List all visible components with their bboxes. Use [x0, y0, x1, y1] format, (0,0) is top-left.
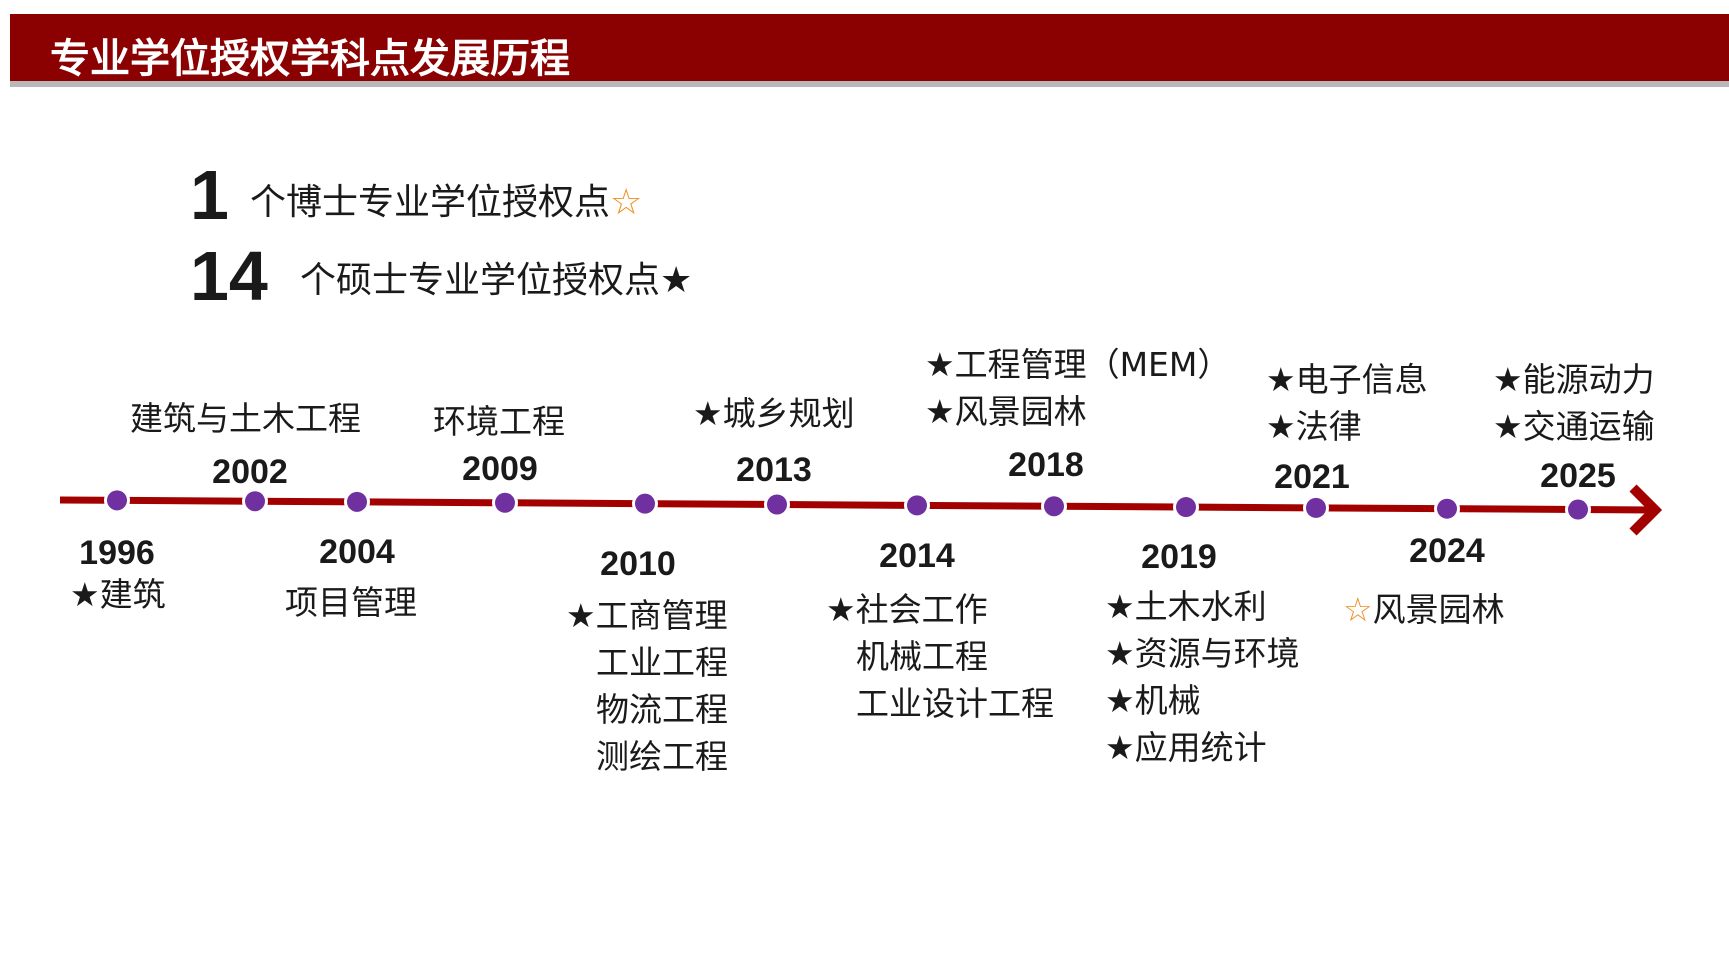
event-2019-item: ★应用统计	[1105, 728, 1267, 767]
year-2009: 2009	[462, 450, 538, 488]
phd-summary-text: 个博士专业学位授权点	[250, 182, 611, 223]
event-2019-item: ★机械	[1105, 681, 1201, 720]
timeline-dot-2021	[1306, 497, 1326, 518]
event-2010-item: 测绘工程	[596, 737, 728, 776]
event-2010-item: 物流工程	[596, 690, 728, 729]
timeline-dot-2014	[907, 495, 927, 516]
event-1996-item: ★建筑	[70, 575, 166, 614]
event-2024-item: ☆风景园林	[1343, 593, 1505, 626]
timeline-dot-2018	[1044, 496, 1064, 517]
event-2021-item: ★电子信息	[1266, 360, 1428, 399]
timeline-dots	[104, 487, 1591, 523]
event-2014-item: 工业设计工程	[856, 684, 1054, 723]
orange-star-icon: ☆	[1343, 590, 1373, 629]
timeline-dot-2004	[347, 491, 367, 512]
orange-star-icon: ☆	[610, 182, 643, 223]
event-2019-item: ★土木水利	[1105, 587, 1267, 626]
year-2018: 2018	[1008, 446, 1084, 484]
event-2002-item: 建筑与土木工程	[130, 399, 361, 438]
master-summary: 个硕士专业学位授权点★	[300, 263, 692, 299]
year-2002: 2002	[212, 453, 288, 491]
event-2019-list: ★土木水利 ★资源与环境 ★机械 ★应用统计	[1105, 583, 1300, 771]
event-2010-item: 工业工程	[596, 643, 728, 682]
event-2021-item: ★法律	[1266, 407, 1362, 446]
event-2024-label: 风景园林	[1372, 590, 1505, 629]
timeline-dot-2002	[245, 491, 265, 512]
black-star-icon: ★	[660, 260, 693, 301]
year-1996: 1996	[79, 534, 155, 572]
timeline-line	[59, 496, 1656, 514]
event-2004-item: 项目管理	[285, 583, 417, 622]
timeline-dot-2010	[635, 493, 655, 514]
event-2014-item: 机械工程	[856, 637, 988, 676]
year-2014: 2014	[879, 537, 955, 575]
event-2014-item: ★社会工作	[826, 590, 988, 629]
phd-summary: 个博士专业学位授权点☆	[250, 185, 642, 221]
master-count: 14	[190, 237, 268, 315]
event-2010-list: ★工商管理 工业工程 物流工程 测绘工程	[566, 592, 728, 780]
timeline-dot-2019	[1176, 497, 1196, 518]
year-2004: 2004	[319, 533, 395, 571]
timeline-dot-1996	[107, 490, 127, 511]
event-2021-list: ★电子信息 ★法律	[1266, 356, 1428, 450]
year-2019: 2019	[1141, 538, 1217, 576]
event-2010-item: ★工商管理	[566, 596, 728, 635]
timeline-dot-2024	[1437, 498, 1457, 519]
header-bar: 专业学位授权学科点发展历程	[10, 14, 1729, 87]
year-2024: 2024	[1409, 532, 1485, 570]
timeline-dot-2009	[495, 492, 515, 513]
event-2025-item: ★能源动力	[1493, 360, 1655, 399]
event-2025-list: ★能源动力 ★交通运输	[1493, 356, 1655, 450]
event-2019-item: ★资源与环境	[1105, 634, 1300, 673]
event-2018-list: ★工程管理（MEM） ★风景园林	[925, 341, 1230, 435]
master-summary-text: 个硕士专业学位授权点	[300, 260, 661, 301]
arrow-head-icon	[1629, 484, 1663, 536]
timeline-dot-2013	[767, 494, 787, 515]
event-2018-item: ★工程管理（MEM）	[925, 345, 1231, 384]
year-2010: 2010	[600, 545, 676, 583]
timeline-dot-2025	[1568, 499, 1588, 520]
event-2025-item: ★交通运输	[1493, 407, 1655, 446]
phd-count: 1	[190, 156, 229, 234]
event-2018-item: ★风景园林	[925, 392, 1087, 431]
event-2013-item: ★城乡规划	[693, 394, 855, 433]
page-title: 专业学位授权学科点发展历程	[50, 36, 570, 82]
year-2013: 2013	[736, 451, 812, 489]
year-2025: 2025	[1540, 457, 1616, 495]
event-2014-list: ★社会工作 机械工程 工业设计工程	[826, 586, 1054, 727]
event-2009-item: 环境工程	[433, 402, 565, 441]
year-2021: 2021	[1274, 458, 1350, 496]
